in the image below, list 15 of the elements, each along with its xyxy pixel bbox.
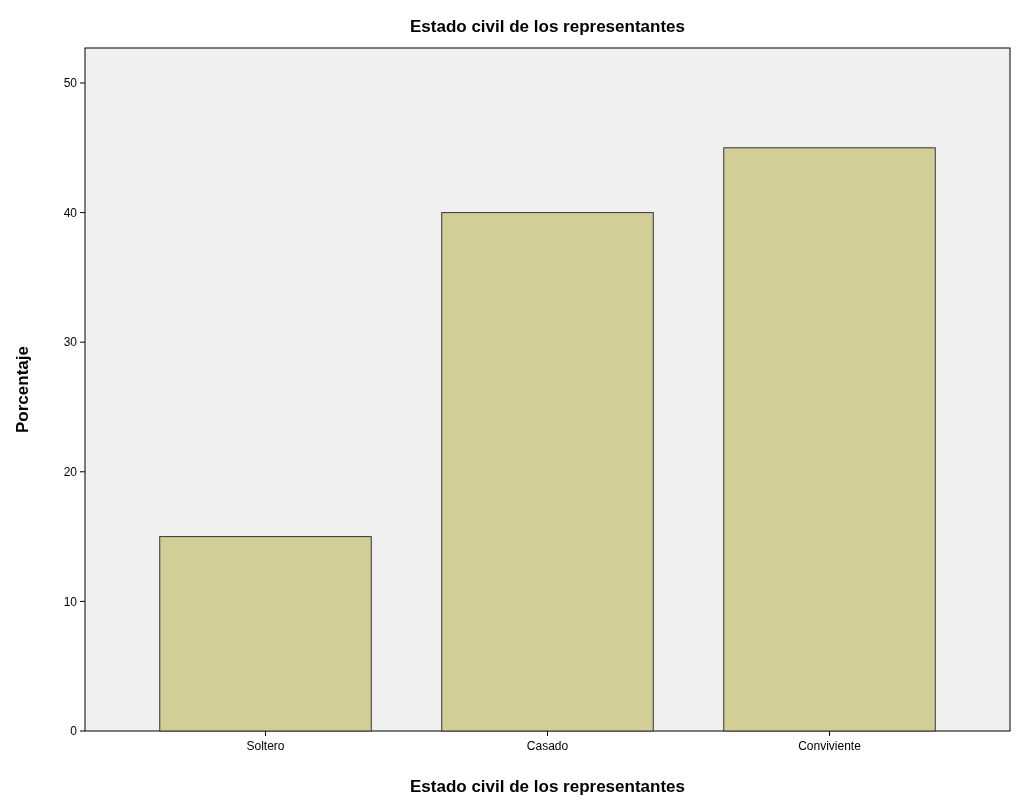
x-axis-title: Estado civil de los representantes: [410, 777, 685, 796]
bar: [159, 536, 372, 732]
y-tick-label: 30: [63, 335, 78, 350]
y-axis-title: Porcentaje: [13, 346, 32, 433]
x-tick-label: Casado: [526, 739, 569, 753]
x-tick-label: Conviviente: [798, 739, 862, 753]
bar: [723, 147, 936, 732]
x-tick-label: Soltero: [246, 739, 285, 753]
y-tick-label: 40: [63, 205, 78, 220]
bar: [441, 212, 654, 732]
y-tick-label: 10: [63, 594, 78, 609]
y-tick-label: 50: [63, 76, 78, 91]
y-tick-label: 20: [63, 465, 78, 479]
chart-title: Estado civil de los representantes: [410, 17, 685, 36]
y-tick-label: 0: [70, 724, 78, 739]
